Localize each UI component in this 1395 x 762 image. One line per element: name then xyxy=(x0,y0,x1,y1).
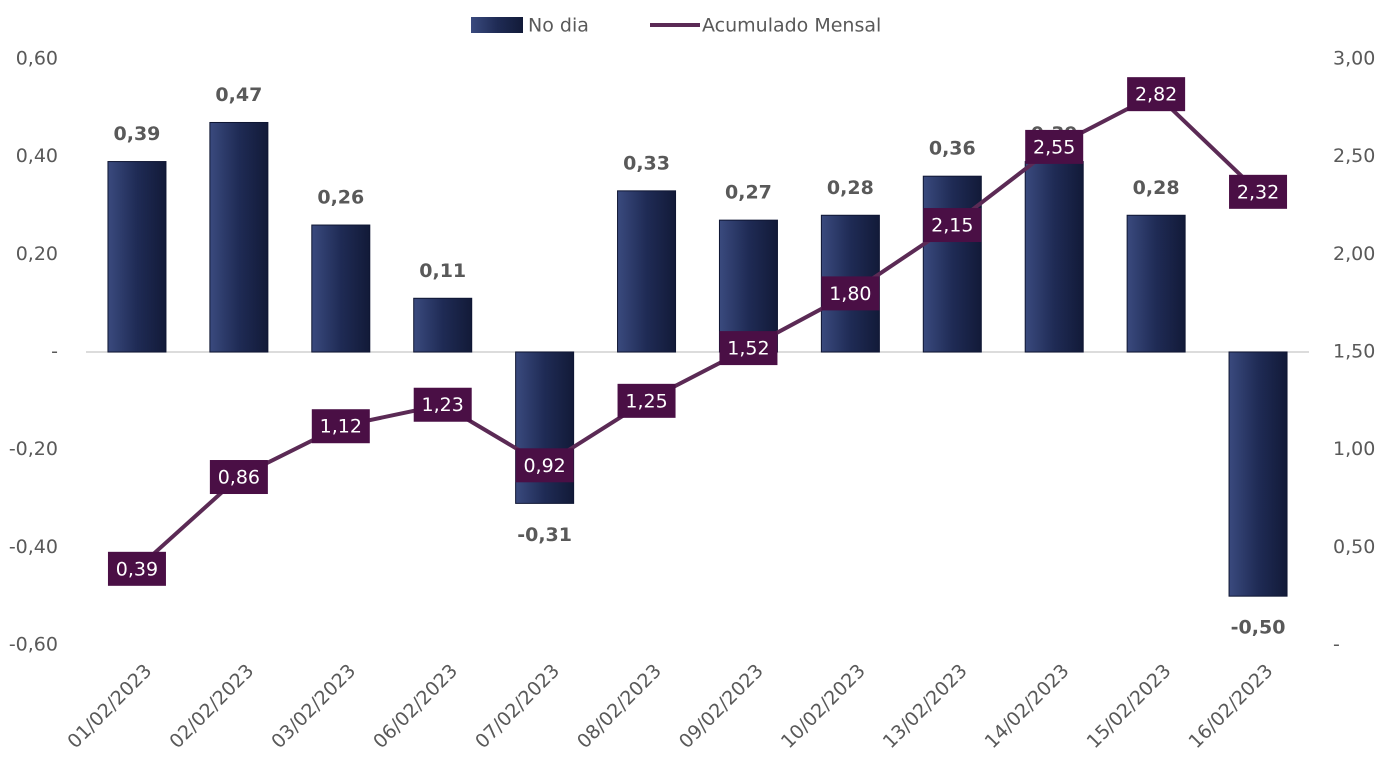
bar xyxy=(718,219,778,353)
y2-tick-label: - xyxy=(1333,634,1340,656)
legend-swatch-bar xyxy=(471,17,523,33)
line-value-label: 2,82 xyxy=(1135,84,1177,106)
x-tick-label: 03/02/2023 xyxy=(267,660,360,753)
bar-value-label: 0,47 xyxy=(215,84,262,106)
x-tick-label: 16/02/2023 xyxy=(1184,660,1277,753)
y-tick-label: -0,40 xyxy=(9,536,58,558)
y2-tick-label: 3,00 xyxy=(1333,48,1375,70)
bar-value-label: 0,33 xyxy=(623,152,670,174)
line-value-label: 2,32 xyxy=(1237,181,1279,203)
x-tick-label: 13/02/2023 xyxy=(879,660,972,753)
bar xyxy=(413,297,473,353)
bar-value-label: 0,27 xyxy=(725,182,772,204)
bar xyxy=(1024,161,1084,353)
y2-tick-label: 2,50 xyxy=(1333,145,1375,167)
y-tick-label: - xyxy=(51,341,58,363)
y2-tick-label: 1,00 xyxy=(1333,438,1375,460)
bar xyxy=(1126,214,1186,353)
bar-value-label: 0,36 xyxy=(929,138,976,160)
line-point-label-box xyxy=(617,383,676,418)
y-tick-label: -0,20 xyxy=(9,438,58,460)
line-value-label: 1,12 xyxy=(320,416,362,438)
bar xyxy=(209,121,269,353)
y2-tick-label: 1,50 xyxy=(1333,341,1375,363)
line-point-label-box xyxy=(515,448,574,483)
line-point-label-box xyxy=(923,208,982,243)
bar xyxy=(107,161,167,353)
line-point-label-box xyxy=(311,409,370,444)
bar xyxy=(311,224,371,353)
line-point-label-box xyxy=(821,276,880,311)
bar xyxy=(922,175,982,353)
x-tick-label: 15/02/2023 xyxy=(1083,660,1176,753)
line-point-label-box xyxy=(413,387,472,422)
x-tick-label: 01/02/2023 xyxy=(63,660,156,753)
y2-tick-label: 0,50 xyxy=(1333,536,1375,558)
line-value-label: 0,39 xyxy=(116,558,158,580)
line-series xyxy=(135,91,1260,571)
line-point-label-box xyxy=(209,460,268,495)
line-point-label-box xyxy=(1229,174,1288,209)
line-point-label-box xyxy=(1025,129,1084,164)
x-tick-label: 14/02/2023 xyxy=(981,660,1074,753)
line-value-label: 0,86 xyxy=(218,467,260,489)
bar-value-label: 0,28 xyxy=(827,177,874,199)
bar-value-label: 0,26 xyxy=(317,187,364,209)
y2-tick-label: 2,00 xyxy=(1333,243,1375,265)
line-value-label: 2,55 xyxy=(1033,136,1075,158)
bar xyxy=(1228,351,1288,597)
x-tick-label: 09/02/2023 xyxy=(675,660,768,753)
x-tick-label: 06/02/2023 xyxy=(369,660,462,753)
line-value-label: 0,92 xyxy=(523,455,565,477)
bar-value-label: 0,11 xyxy=(419,260,466,282)
line-point-label-box xyxy=(1127,77,1186,112)
x-tick-label: 07/02/2023 xyxy=(471,660,564,753)
line-value-label: 1,52 xyxy=(727,338,769,360)
line-point-label-box xyxy=(107,551,166,586)
y-tick-label: 0,40 xyxy=(16,145,58,167)
x-tick-label: 10/02/2023 xyxy=(777,660,870,753)
line-value-label: 1,23 xyxy=(422,394,464,416)
y-tick-label: 0,60 xyxy=(16,48,58,70)
y-tick-label: -0,60 xyxy=(9,634,58,656)
line-value-label: 1,80 xyxy=(829,283,871,305)
x-tick-label: 08/02/2023 xyxy=(573,660,666,753)
bar-value-label: -0,50 xyxy=(1231,617,1286,639)
line-point-label-box xyxy=(719,331,778,366)
bar xyxy=(617,190,677,353)
legend-label: No dia xyxy=(528,15,589,37)
bar-value-label: 0,39 xyxy=(114,123,161,145)
line-value-label: 1,25 xyxy=(625,390,667,412)
bar-value-label: -0,31 xyxy=(517,524,572,546)
legend-label: Acumulado Mensal xyxy=(702,15,881,37)
x-tick-label: 02/02/2023 xyxy=(165,660,258,753)
y-tick-label: 0,20 xyxy=(16,243,58,265)
line-value-label: 2,15 xyxy=(931,215,973,237)
bar-value-label: 0,28 xyxy=(1133,177,1180,199)
